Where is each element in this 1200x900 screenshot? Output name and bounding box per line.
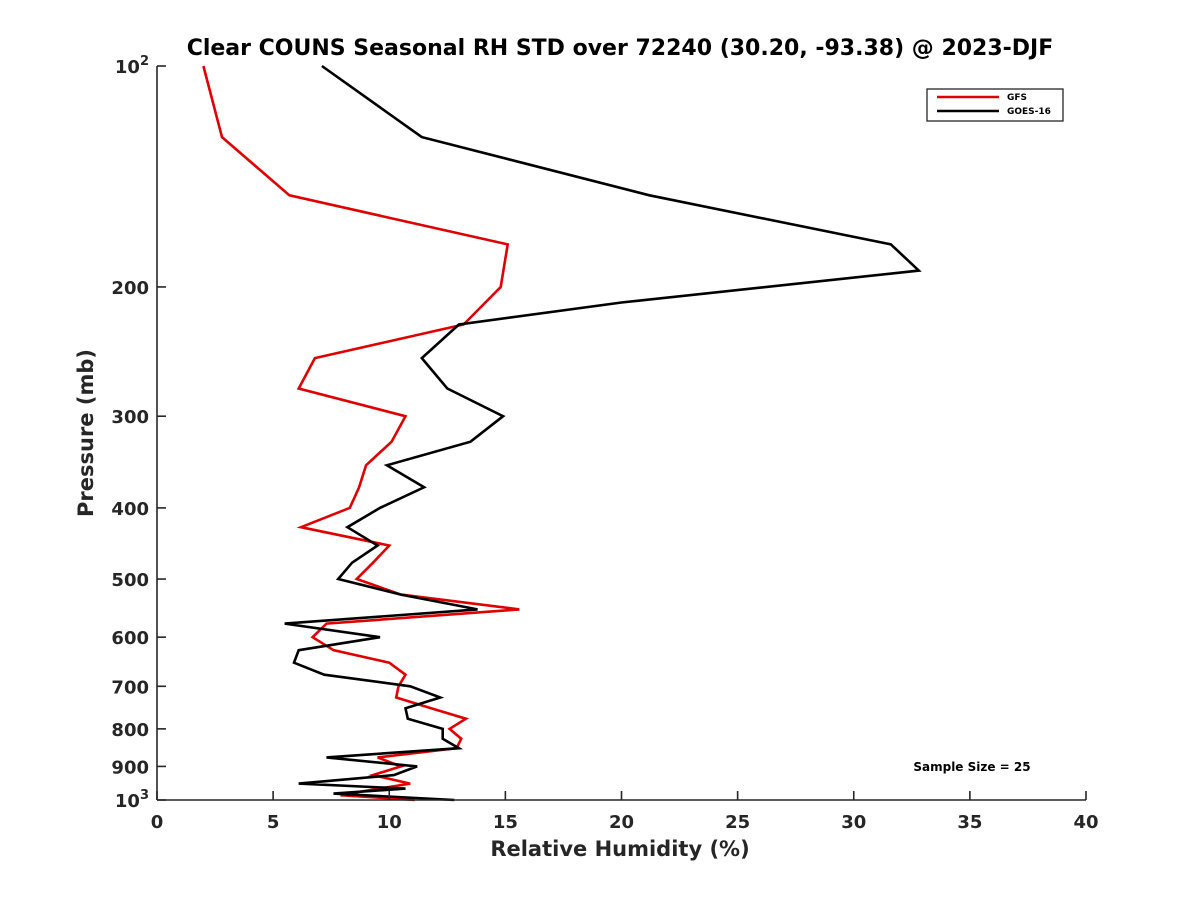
y-tick-label: 200: [111, 278, 149, 299]
y-tick-label: 300: [111, 407, 149, 428]
legend-label-goes-16: GOES-16: [1007, 107, 1051, 117]
sample-size-annotation: Sample Size = 25: [913, 760, 1030, 774]
x-tick-label: 35: [957, 812, 982, 833]
legend: GFS GOES-16: [926, 88, 1064, 122]
y-tick-label: 800: [111, 720, 149, 741]
y-tick-label: 400: [111, 499, 149, 520]
y-tick-label: 103: [115, 788, 149, 812]
y-axis-label: Pressure (mb): [74, 349, 98, 517]
chart-title: Clear COUNS Seasonal RH STD over 72240 (…: [187, 36, 1054, 61]
x-tick-label: 10: [377, 812, 402, 833]
x-tick-label: 15: [493, 812, 518, 833]
x-tick-label: 40: [1073, 812, 1098, 833]
series-line-gfs: [202, 65, 520, 802]
series-line-goes-16: [284, 64, 922, 802]
series-layer: [202, 64, 922, 802]
y-tick-label: 102: [115, 54, 149, 78]
legend-box: [926, 88, 1064, 122]
y-tick-label: 600: [111, 628, 149, 649]
y-tick-label: 700: [111, 677, 149, 698]
x-tick-label: 25: [725, 812, 750, 833]
x-axis-label: Relative Humidity (%): [490, 837, 749, 861]
x-tick-label: 5: [267, 812, 280, 833]
x-tick-label: 30: [841, 812, 866, 833]
y-tick-label: 900: [111, 757, 149, 778]
plot-area: 0 5 10 15 20 25 30 35 40 102 200 300 400 500 600 700 800…: [111, 54, 1098, 833]
y-tick-label: 500: [111, 570, 149, 591]
x-tick-label: 0: [151, 812, 164, 833]
x-tick-label: 20: [609, 812, 634, 833]
legend-label-gfs: GFS: [1007, 93, 1027, 103]
ticks-layer: 0 5 10 15 20 25 30 35 40 102 200 300 400 500 600 700 800…: [111, 54, 1098, 833]
